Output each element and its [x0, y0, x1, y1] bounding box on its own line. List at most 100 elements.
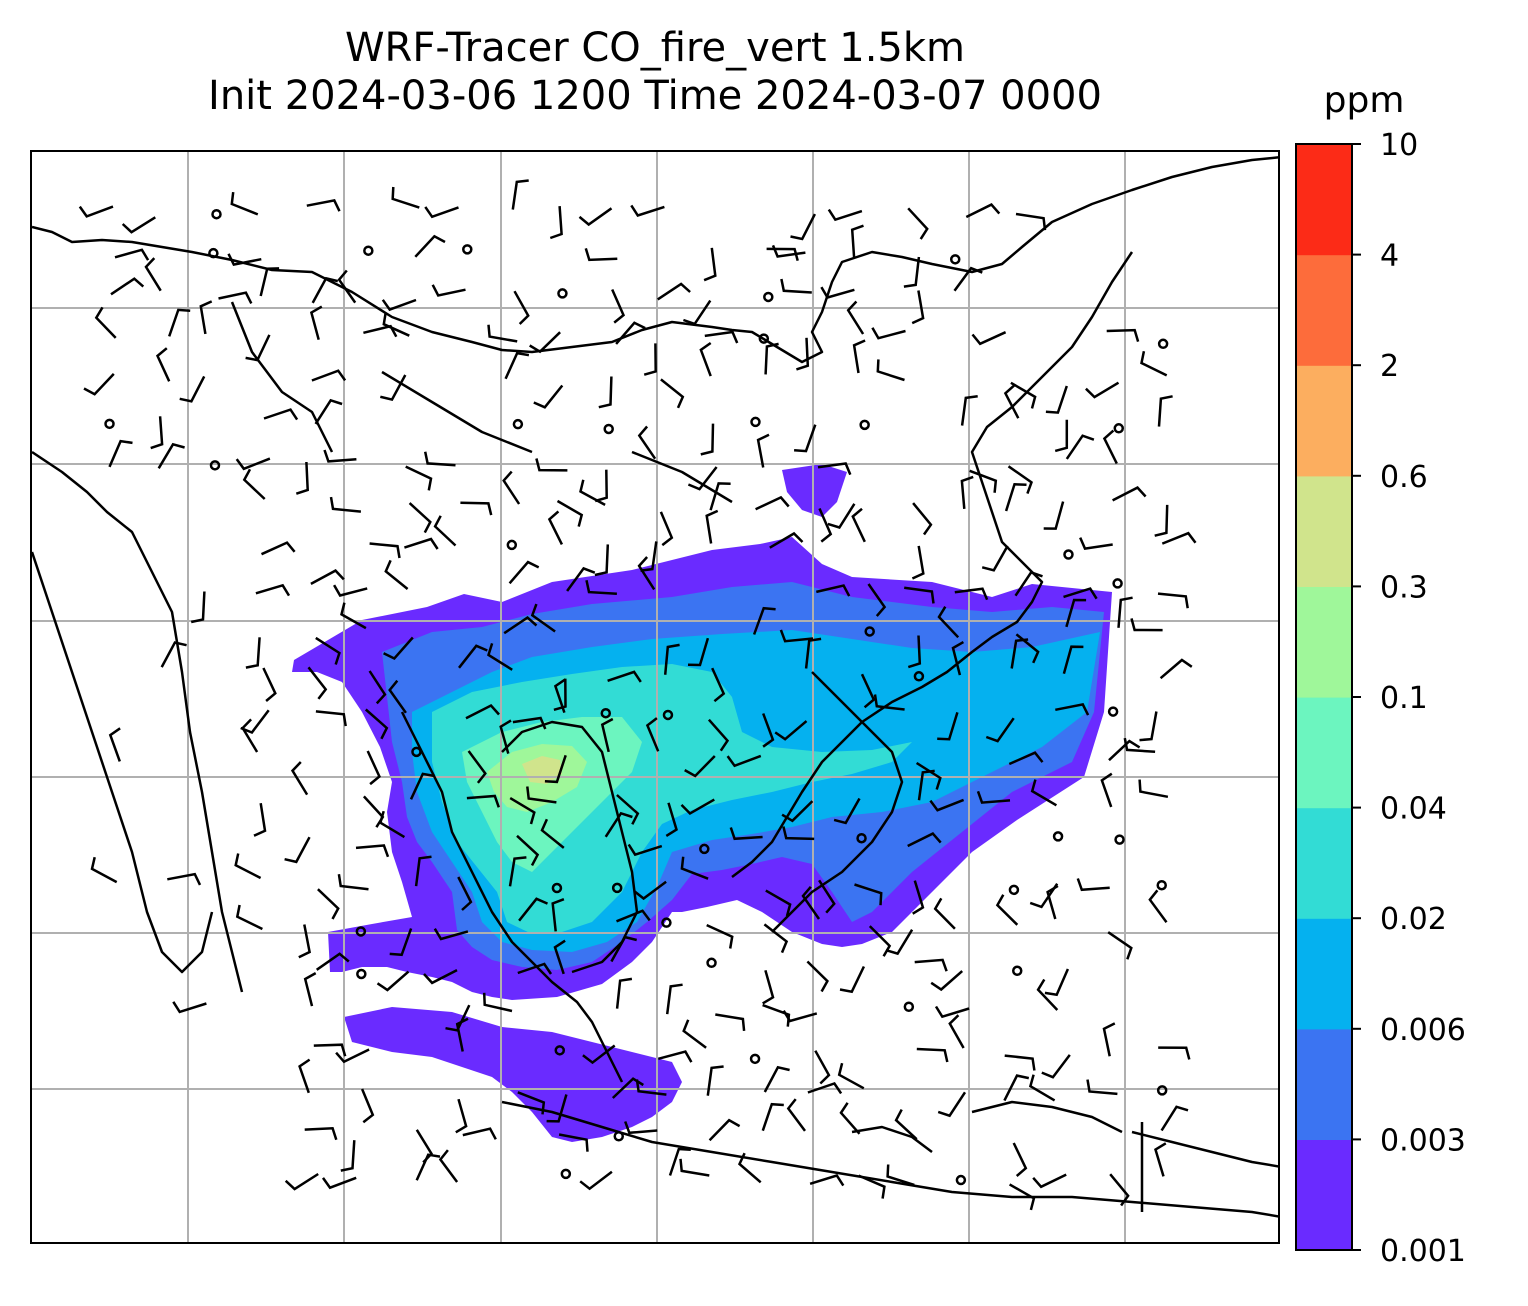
wind-barb [369, 542, 401, 559]
wind-barb [657, 1050, 693, 1063]
colorbar-segment-3 [1296, 918, 1352, 1030]
wind-barb [737, 1152, 762, 1184]
wind-barb [546, 1094, 568, 1123]
wind-barb [199, 300, 213, 335]
colorbar-segment-1 [1296, 1139, 1352, 1251]
coast-south-asia [32, 450, 244, 993]
wind-barb [168, 308, 191, 337]
calm-wind-circle [1156, 879, 1167, 891]
wind-barb [1102, 1022, 1116, 1057]
calm-wind-circle [1114, 834, 1125, 845]
wind-barb [423, 451, 456, 467]
wind-barb [1157, 592, 1189, 609]
wind-barb [630, 204, 665, 217]
wind-barb [179, 375, 206, 403]
calm-wind-circle [1156, 1085, 1168, 1096]
wind-barb [790, 213, 817, 241]
wind-barb [699, 341, 712, 377]
wind-barb [707, 718, 730, 752]
wind-barb [1065, 434, 1095, 460]
wind-barb [715, 1013, 746, 1032]
calm-wind-circle [903, 1001, 915, 1012]
wind-barb [512, 716, 547, 730]
wind-barb [820, 286, 855, 299]
wind-barb [1030, 779, 1058, 807]
wind-barb [1138, 779, 1169, 799]
title-line-1: WRF-Tracer CO_fire_vert 1.5km [344, 25, 966, 71]
wind-barb [665, 802, 678, 837]
wind-barb [388, 679, 407, 714]
wind-barb [594, 469, 608, 503]
wind-barb [933, 897, 956, 930]
wind-barb [917, 769, 935, 801]
wind-barb [858, 1174, 886, 1199]
wind-barb [558, 1133, 589, 1152]
wind-barb [455, 1017, 469, 1052]
wind-barb [295, 461, 309, 495]
wind-barb [553, 939, 566, 975]
wind-barb [284, 1172, 319, 1191]
wind-barb [1086, 1079, 1118, 1096]
wind-barb [1054, 419, 1069, 453]
colorbar-tick-label-4: 0.02 [1380, 902, 1447, 937]
calm-wind-circle [913, 671, 925, 682]
wind-barb [391, 186, 420, 209]
wind-barb [929, 798, 965, 812]
colorbar-tick-label-10: 4 [1380, 239, 1399, 274]
wind-barb [873, 694, 905, 711]
wind-barb [827, 503, 856, 529]
wind-barb [1010, 381, 1037, 409]
wind-barb [298, 1058, 311, 1094]
wind-barb [850, 224, 864, 258]
wind-barb [529, 331, 561, 354]
map-panel [30, 150, 1280, 1244]
wind-barb [1063, 587, 1098, 600]
wind-barb [83, 373, 115, 396]
wind-barb [415, 1153, 441, 1181]
wind-barb [553, 678, 567, 712]
calm-wind-circle [1157, 338, 1169, 350]
wind-barb [1140, 350, 1168, 377]
wind-barb [433, 928, 469, 941]
wind-barb [544, 754, 567, 784]
wind-barb [487, 643, 513, 671]
wind-barb [1036, 978, 1059, 1011]
wind-barb [504, 351, 530, 380]
wind-barb [807, 1082, 843, 1095]
wind-barb [643, 343, 657, 376]
wind-barb [376, 970, 410, 992]
wind-barb [954, 587, 989, 601]
wind-barb [389, 928, 413, 957]
wind-barb [380, 374, 407, 402]
wind-barb [817, 462, 852, 476]
colorbar-tick-label-1: 0.001 [1380, 1234, 1466, 1269]
wind-barb [1160, 1105, 1189, 1132]
wind-barb [114, 248, 150, 261]
wind-barb [914, 958, 948, 972]
wind-barb [582, 1044, 616, 1065]
calm-wind-circle [411, 746, 422, 758]
wind-barb [260, 541, 296, 556]
wind-barb [144, 257, 162, 292]
wind-barb [801, 885, 821, 920]
wind-barb [284, 836, 311, 864]
wind-barb [687, 637, 710, 667]
wind-barb [680, 798, 715, 816]
wind-barb [762, 969, 775, 1005]
colorbar-segment-2 [1296, 1028, 1352, 1140]
colorbar-tick-label-9: 2 [1380, 349, 1399, 384]
colorbar-tick-label-3: 0.006 [1380, 1013, 1466, 1048]
wind-barb [423, 968, 458, 985]
calm-wind-circle [750, 416, 761, 428]
wind-barb [911, 545, 925, 580]
wind-barb [335, 1048, 370, 1064]
wind-barb [1085, 381, 1120, 399]
wind-barb [157, 442, 185, 469]
wind-barb [1161, 531, 1197, 545]
wind-barb [255, 583, 291, 597]
calm-wind-circle [506, 539, 518, 551]
wind-barb [786, 1098, 807, 1132]
wind-barb [1043, 501, 1065, 530]
wind-barb [1044, 968, 1070, 997]
wind-barb [366, 750, 381, 786]
